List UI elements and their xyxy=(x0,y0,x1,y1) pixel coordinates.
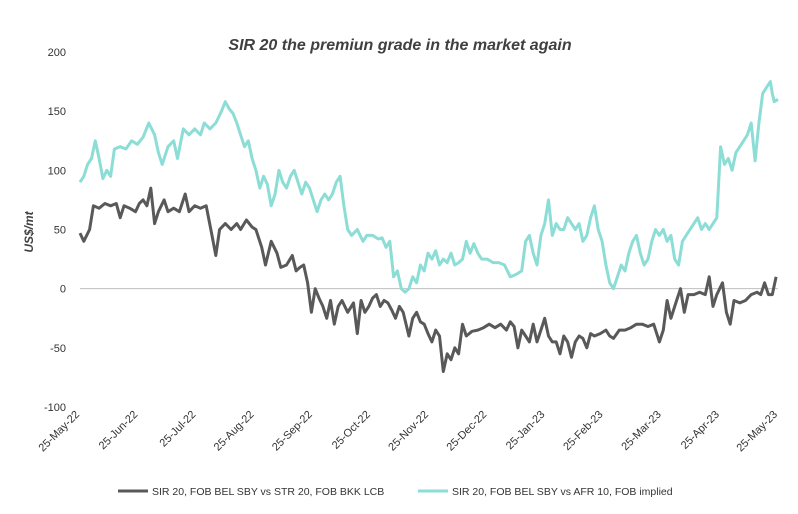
series-layer xyxy=(78,80,779,373)
y-tick-label: 50 xyxy=(54,225,66,237)
y-tick-label: 100 xyxy=(48,165,66,177)
y-tick-label: -100 xyxy=(44,402,66,414)
series-line-1 xyxy=(78,186,778,373)
legend-label-1: SIR 20, FOB BEL SBY vs STR 20, FOB BKK L… xyxy=(152,486,384,498)
y-tick-label: 0 xyxy=(60,284,66,296)
y-tick-label: 150 xyxy=(48,106,66,118)
chart-title: SIR 20 the premiun grade in the market a… xyxy=(228,37,571,54)
y-axis: -100 -50 0 50 100 150 200 xyxy=(44,47,66,414)
legend: SIR 20, FOB BEL SBY vs STR 20, FOB BKK L… xyxy=(118,486,673,498)
series-line-2 xyxy=(78,80,779,294)
y-tick-label: 200 xyxy=(48,47,66,59)
y-axis-title: US$/mt xyxy=(22,210,36,252)
legend-label-2: SIR 20, FOB BEL SBY vs AFR 10, FOB impli… xyxy=(452,486,673,498)
y-tick-label: -50 xyxy=(50,343,66,355)
